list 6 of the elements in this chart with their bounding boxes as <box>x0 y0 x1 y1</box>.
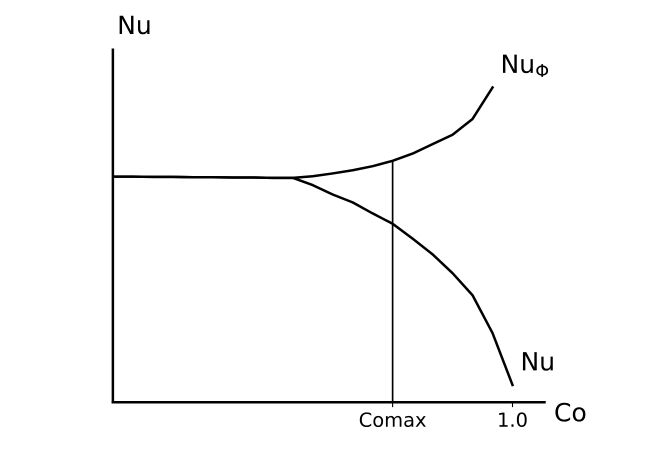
series-label: Nu <box>522 352 553 371</box>
series-label: Nu$_{Φ}$ <box>502 54 548 77</box>
x-tick-label: Comax <box>360 412 426 428</box>
y-axis-title: Nu <box>120 16 150 34</box>
x-tick-label: 1.0 <box>499 412 527 428</box>
x-axis-title: Co <box>555 402 586 422</box>
